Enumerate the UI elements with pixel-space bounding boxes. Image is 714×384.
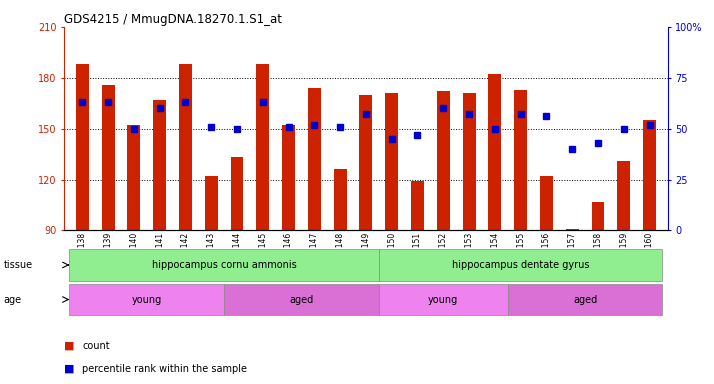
Bar xyxy=(69,284,224,315)
Bar xyxy=(69,250,379,280)
Text: ■: ■ xyxy=(64,341,75,351)
Text: tissue: tissue xyxy=(4,260,33,270)
Bar xyxy=(127,125,141,230)
Bar xyxy=(565,229,578,230)
Bar xyxy=(488,74,501,230)
Text: ■: ■ xyxy=(64,364,75,374)
Bar xyxy=(411,181,424,230)
Text: age: age xyxy=(4,295,21,305)
Bar xyxy=(540,176,553,230)
Bar xyxy=(386,93,398,230)
Text: young: young xyxy=(131,295,162,305)
Bar xyxy=(643,120,656,230)
Text: aged: aged xyxy=(573,295,597,305)
Bar xyxy=(76,64,89,230)
Text: percentile rank within the sample: percentile rank within the sample xyxy=(82,364,247,374)
Text: hippocampus dentate gyrus: hippocampus dentate gyrus xyxy=(452,260,589,270)
Bar xyxy=(359,95,373,230)
Bar xyxy=(463,93,476,230)
Bar xyxy=(333,169,346,230)
Bar xyxy=(591,202,605,230)
Bar xyxy=(508,284,663,315)
Text: aged: aged xyxy=(289,295,313,305)
Text: GDS4215 / MmugDNA.18270.1.S1_at: GDS4215 / MmugDNA.18270.1.S1_at xyxy=(64,13,282,26)
Bar xyxy=(256,64,269,230)
Bar xyxy=(231,157,243,230)
Bar xyxy=(205,176,218,230)
Bar xyxy=(379,250,663,280)
Text: hippocampus cornu ammonis: hippocampus cornu ammonis xyxy=(152,260,296,270)
Bar xyxy=(514,89,527,230)
Text: young: young xyxy=(428,295,458,305)
Bar xyxy=(379,284,508,315)
Text: count: count xyxy=(82,341,110,351)
Bar xyxy=(101,84,114,230)
Bar xyxy=(154,100,166,230)
Bar xyxy=(437,91,450,230)
Bar xyxy=(308,88,321,230)
Bar xyxy=(224,284,379,315)
Bar xyxy=(179,64,192,230)
Bar xyxy=(618,161,630,230)
Bar xyxy=(282,125,295,230)
